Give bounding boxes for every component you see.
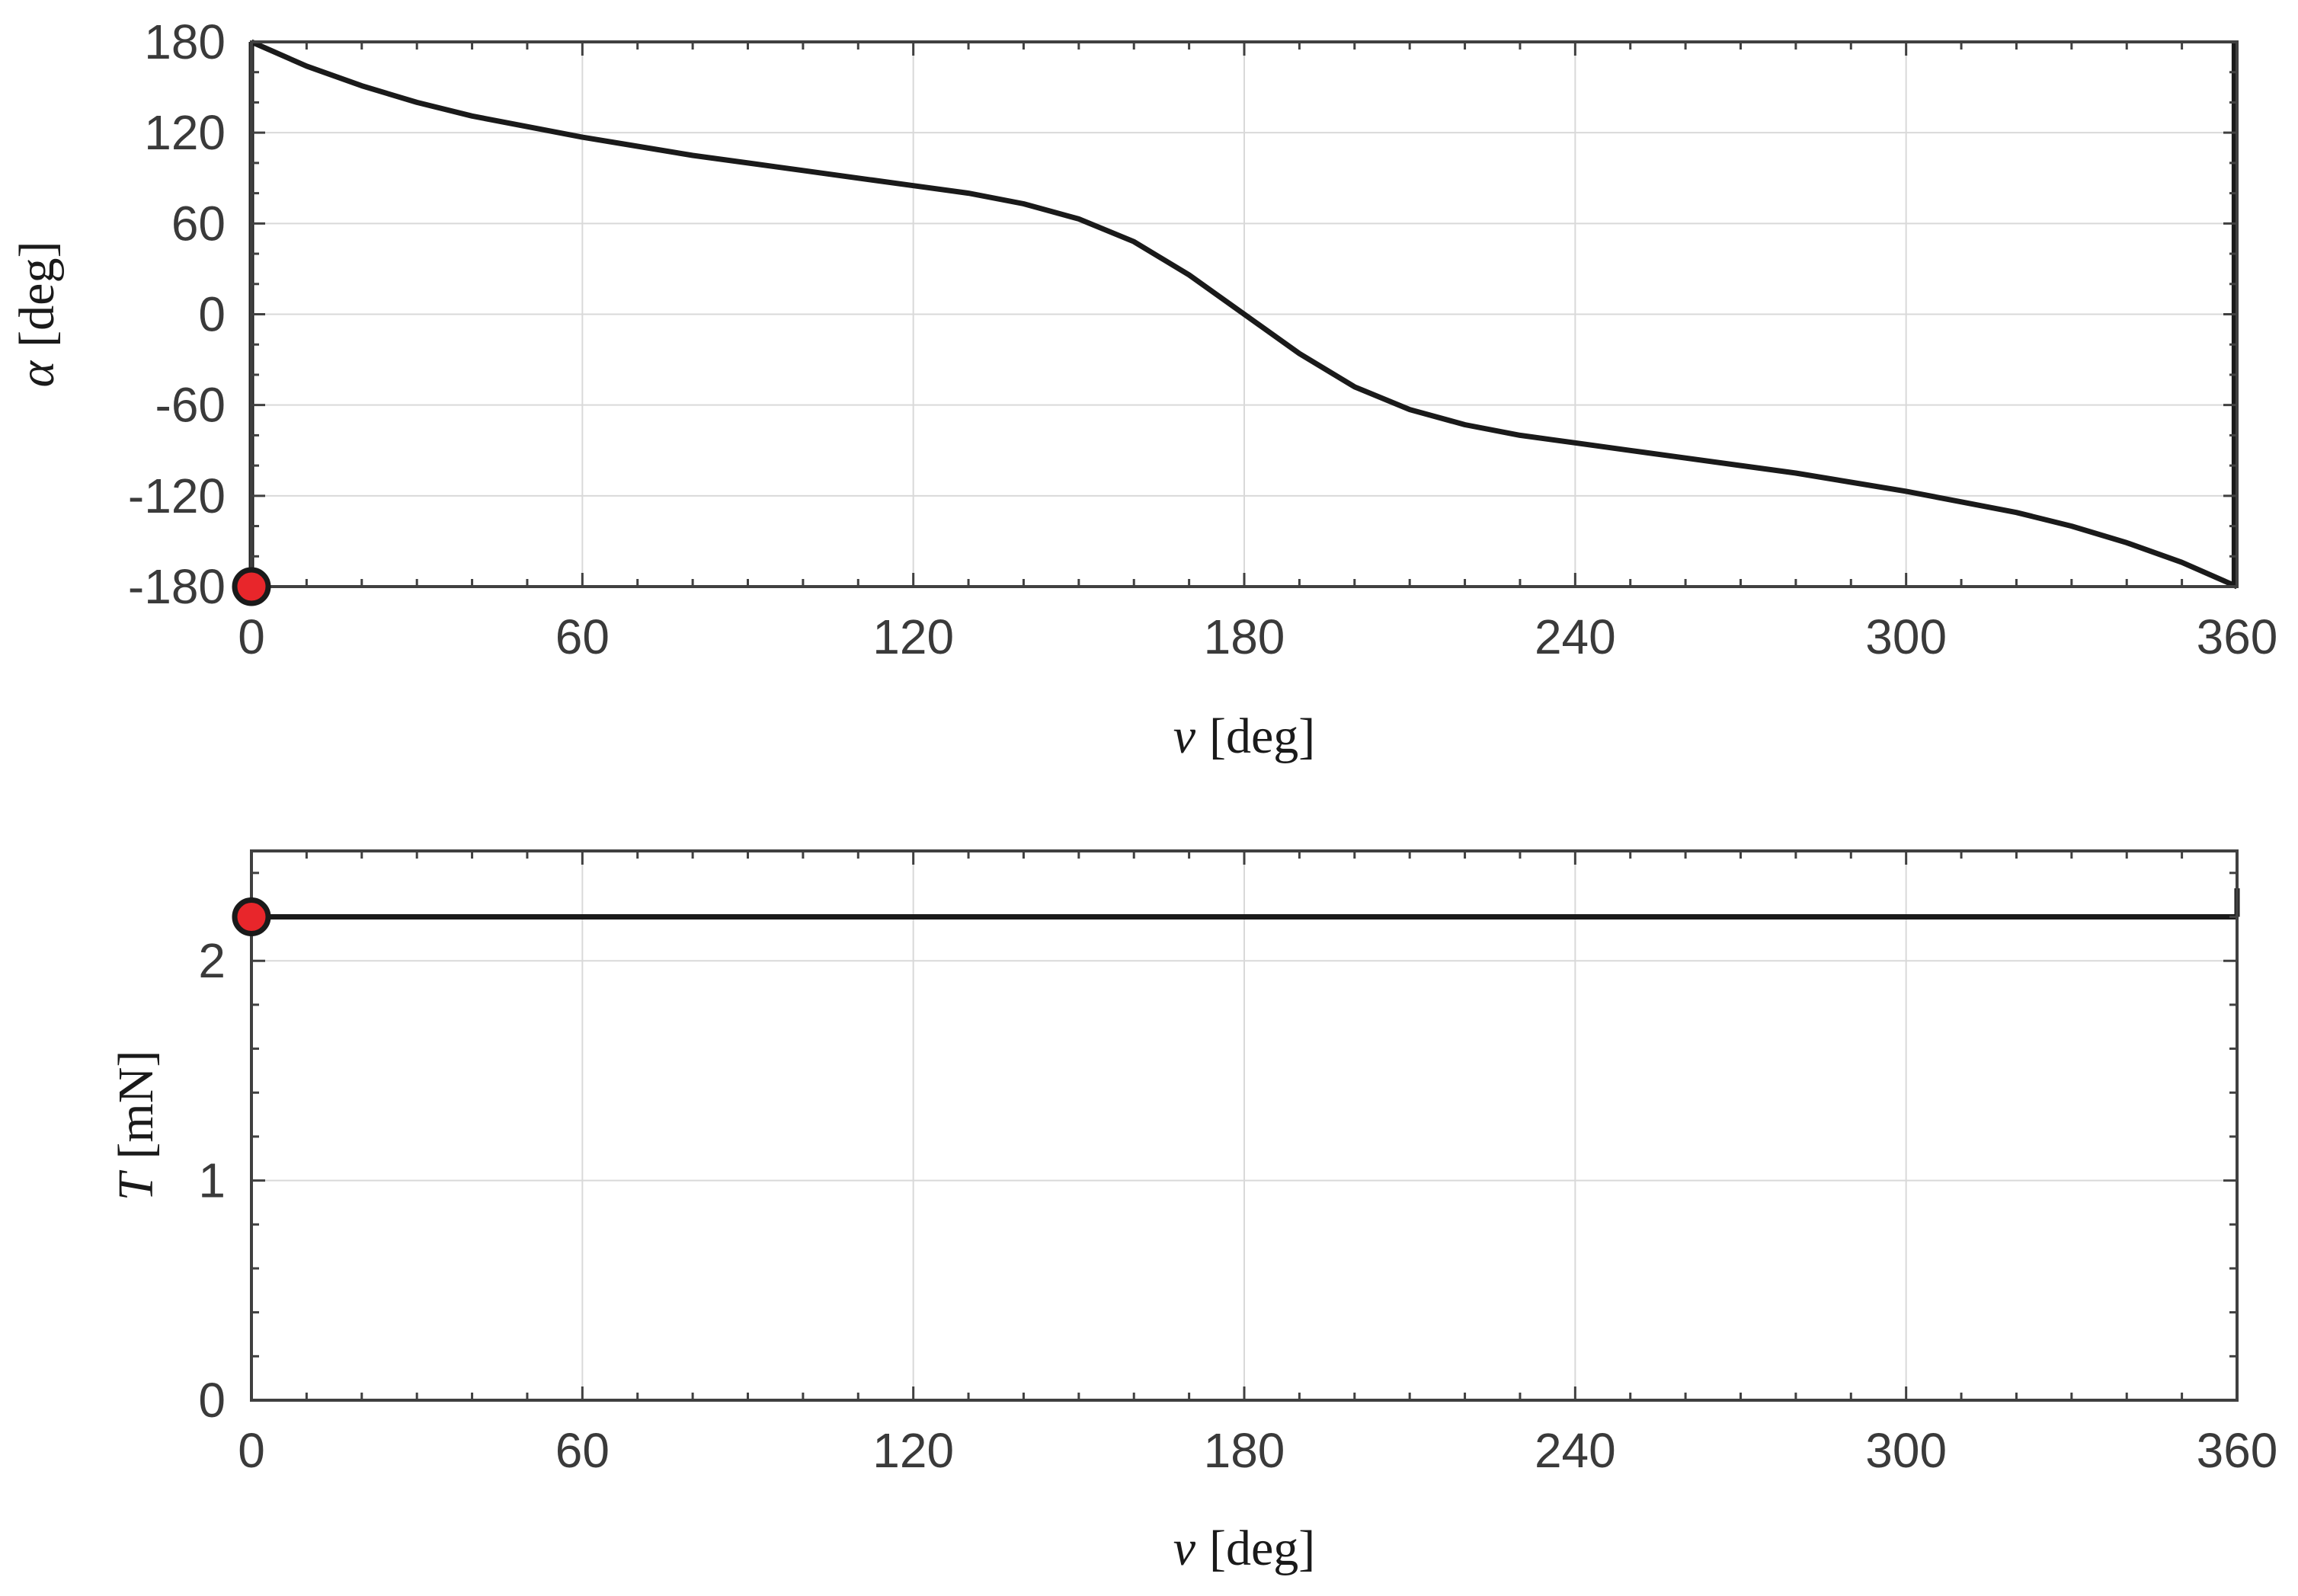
alpha-marker-layer (232, 567, 271, 606)
alpha-x-tick-label-2: 120 (872, 609, 954, 664)
alpha-x-tick-label-0: 0 (238, 609, 265, 664)
thrust-panel-x-axis-label: ν [deg] (1173, 1521, 1316, 1576)
thrust-y-tick-label-2: 2 (198, 933, 226, 988)
alpha-y-tick-label-3: 0 (198, 287, 226, 342)
alpha-x-tick-label-4: 240 (1535, 609, 1616, 664)
alpha-y-tick-label-2: -60 (155, 378, 226, 433)
alpha-x-tick-label-5: 300 (1865, 609, 1947, 664)
thrust-x-tick-label-2: 120 (872, 1423, 954, 1478)
alpha-y-tick-label-1: -120 (128, 469, 226, 523)
alpha-y-tick-label-0: -180 (128, 559, 226, 614)
alpha-x-tick-label-6: 360 (2197, 609, 2278, 664)
alpha-y-tick-labels: -180 -120 -60 0 60 120 180 (128, 14, 226, 614)
thrust-x-tick-label-4: 240 (1535, 1423, 1616, 1478)
thrust-x-tick-label-6: 360 (2197, 1423, 2278, 1478)
thrust-x-tick-label-3: 180 (1204, 1423, 1285, 1478)
alpha-panel-y-axis-label: α[deg] (9, 241, 65, 388)
thrust-x-tick-label-0: 0 (238, 1423, 265, 1478)
alpha-panel-x-axis-label: ν [deg] (1173, 708, 1316, 764)
thrust-grid (251, 851, 2238, 1401)
alpha-x-tick-labels: 0 60 120 180 240 300 360 (238, 609, 2277, 664)
alpha-x-tick-label-1: 60 (555, 609, 610, 664)
thrust-y-tick-label-1: 1 (198, 1153, 226, 1208)
alpha-y-tick-label-5: 120 (144, 105, 226, 160)
thrust-y-tick-label-0: 0 (198, 1373, 226, 1428)
alpha-ticks (250, 40, 2239, 588)
thrust-y-tick-labels: 0 1 2 (198, 933, 226, 1428)
thrust-ticks (250, 851, 2239, 1402)
thrust-x-tick-labels: 0 60 120 180 240 300 360 (238, 1423, 2277, 1478)
thrust-vs-nu-panel: 0 60 120 180 240 300 360 0 1 2 ν [deg] T[mN] (108, 849, 2277, 1576)
alpha-y-tick-label-6: 180 (144, 14, 226, 69)
alpha-start-marker-0 (232, 567, 271, 606)
alpha-vs-nu-panel: 0 60 120 180 240 300 360 -180-120-60060120180 … (9, 14, 2277, 764)
thrust-x-tick-label-1: 60 (555, 1423, 610, 1478)
thrust-start-marker-0 (232, 897, 271, 937)
thrust-x-tick-label-5: 300 (1865, 1423, 1947, 1478)
alpha-y-tick-label-4: 60 (171, 196, 226, 251)
alpha-series-line-0 (250, 39, 2239, 590)
alpha-x-tick-label-3: 180 (1204, 609, 1285, 664)
thrust-panel-y-axis-label: T[mN] (108, 1051, 164, 1201)
thrust-marker-layer (232, 897, 271, 937)
